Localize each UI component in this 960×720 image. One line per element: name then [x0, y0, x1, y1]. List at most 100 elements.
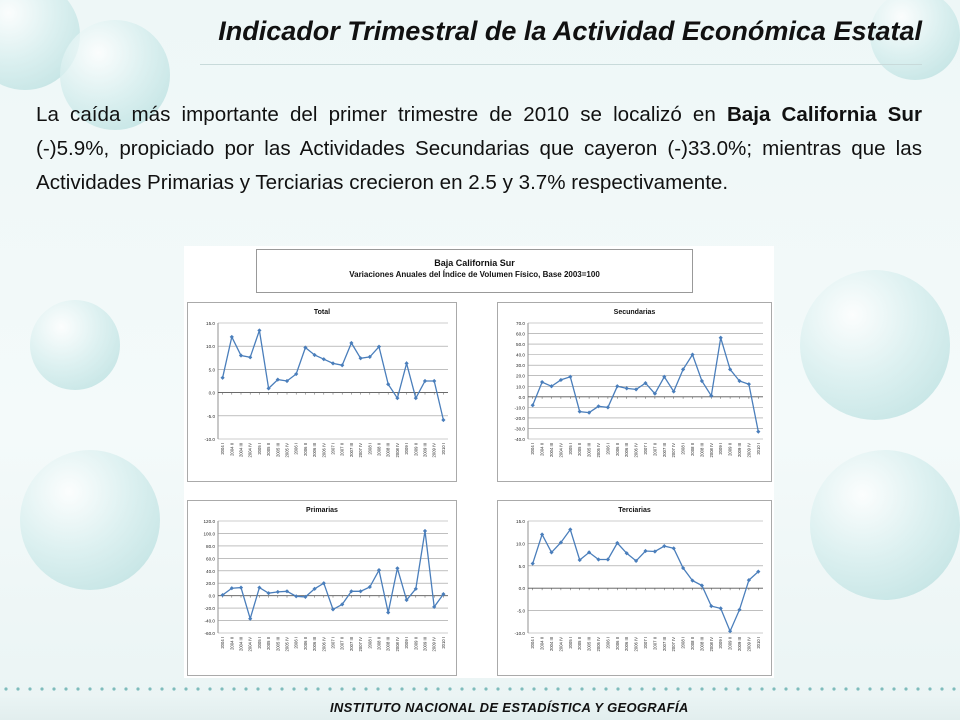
- data-point: [284, 378, 290, 384]
- divider-dot: [904, 687, 908, 691]
- data-point: [699, 378, 704, 384]
- data-point: [238, 585, 244, 590]
- y-tick-label: -40.0: [515, 437, 526, 442]
- divider-dot: [772, 687, 776, 691]
- series-line: [532, 528, 759, 633]
- x-tick-label: 2010 I: [756, 637, 761, 649]
- x-tick-label: 2009 III: [737, 443, 742, 457]
- x-tick-label: 2008 II: [690, 443, 695, 456]
- divider-dot: [700, 687, 704, 691]
- data-point: [540, 379, 545, 385]
- x-tick-label: 2007 IV: [671, 443, 676, 458]
- divider-dot: [652, 687, 656, 691]
- divider-dot: [220, 687, 224, 691]
- divider-dot: [520, 687, 524, 691]
- data-point: [690, 578, 695, 583]
- x-tick-label: 2006 I: [294, 637, 299, 649]
- divider-dot: [580, 687, 584, 691]
- divider-dot: [880, 687, 884, 691]
- divider-dot: [508, 687, 512, 691]
- x-tick-label: 2006 IV: [321, 637, 326, 652]
- divider-dot: [808, 687, 812, 691]
- data-point: [220, 375, 225, 380]
- x-tick-label: 2009 IV: [746, 637, 751, 652]
- y-tick-label: 20.0: [206, 581, 215, 586]
- x-tick-label: 2008 I: [681, 443, 686, 455]
- x-tick-label: 2009 I: [718, 637, 723, 649]
- data-point: [432, 604, 437, 609]
- x-tick-label: 2007 III: [662, 443, 667, 457]
- divider-dot: [748, 687, 752, 691]
- chart-secundarias: Secundarias -40.0 -30.0 -20.0 -10.0 0.0 10.0 20…: [497, 302, 772, 482]
- chart-primarias: Primarias -60.0 -40.0 -20.0 0.0 20.0 40.0 60.0 8…: [187, 500, 457, 676]
- x-tick-label: 2009 II: [413, 443, 418, 456]
- y-tick-label: 100.0: [204, 531, 216, 536]
- bubble-decoration: [800, 270, 950, 420]
- x-tick-label: 2007 I: [331, 637, 336, 649]
- data-point: [624, 386, 629, 391]
- x-tick-label: 2009 II: [728, 443, 733, 456]
- divider-dot: [628, 687, 632, 691]
- data-point: [404, 361, 409, 366]
- data-point: [746, 382, 751, 387]
- summary-text-2: (-)5.9%, propiciado por las Actividades …: [36, 137, 922, 194]
- y-tick-label: 10.0: [206, 344, 215, 349]
- x-tick-label: 2005 III: [275, 443, 280, 457]
- data-point: [737, 378, 742, 384]
- x-tick-label: 2004 III: [239, 443, 244, 457]
- data-point: [330, 361, 336, 366]
- y-tick-label: 15.0: [206, 321, 215, 326]
- panel-title: Baja California Sur: [434, 258, 515, 268]
- x-tick-label: 2010 I: [441, 443, 446, 455]
- x-tick-label: 2008 I: [367, 443, 372, 455]
- divider-dot: [4, 687, 8, 691]
- footer-institution: INSTITUTO NACIONAL DE ESTADÍSTICA Y GEOG…: [330, 700, 689, 715]
- divider-dot: [376, 687, 380, 691]
- divider-dot: [196, 687, 200, 691]
- x-tick-label: 2006 I: [605, 637, 610, 649]
- data-point: [422, 528, 428, 534]
- x-tick-label: 2010 I: [756, 443, 761, 455]
- x-tick-label: 2006 III: [624, 443, 629, 457]
- chart-title: Total: [314, 309, 330, 316]
- bubble-decoration: [30, 300, 120, 390]
- x-tick-label: 2006 III: [624, 637, 629, 651]
- divider-dot: [952, 687, 956, 691]
- data-point: [257, 328, 262, 333]
- x-tick-label: 2006 II: [303, 637, 308, 650]
- summary-text-1: La caída más importante del primer trime…: [36, 103, 727, 126]
- y-tick-label: -20.0: [515, 416, 526, 421]
- chart-total: Total -10.0 -5.0 0.0 5.0 10.0 15.0 2004 I 2004 I…: [187, 302, 457, 482]
- x-tick-label: 2008 II: [377, 443, 382, 456]
- divider-dot: [820, 687, 824, 691]
- divider-dot: [28, 687, 32, 691]
- chart-title: Secundarias: [614, 309, 656, 316]
- divider-dot: [472, 687, 476, 691]
- y-tick-label: -5.0: [517, 609, 525, 614]
- x-tick-label: 2009 III: [423, 637, 428, 651]
- x-tick-label: 2005 IV: [285, 637, 290, 652]
- divider-dot: [496, 687, 500, 691]
- y-tick-label: 40.0: [206, 569, 215, 574]
- data-point: [432, 378, 437, 384]
- divider-dot: [796, 687, 800, 691]
- divider-dot: [88, 687, 92, 691]
- chart-title: Primarias: [306, 507, 338, 514]
- divider-dot: [64, 687, 68, 691]
- divider-dot: [844, 687, 848, 691]
- y-tick-label: 0.0: [209, 594, 216, 599]
- data-point: [321, 357, 326, 362]
- divider-dot: [124, 687, 128, 691]
- x-tick-label: 2004 II: [229, 443, 234, 456]
- data-point: [220, 592, 225, 598]
- data-point: [709, 604, 714, 609]
- divider-dot: [868, 687, 872, 691]
- y-tick-label: 60.0: [516, 332, 525, 337]
- data-point: [728, 629, 733, 634]
- x-tick-label: 2004 II: [540, 443, 545, 456]
- divider-dot: [76, 687, 80, 691]
- x-tick-label: 2004 I: [530, 443, 535, 455]
- divider-dot: [16, 687, 20, 691]
- divider-dot: [172, 687, 176, 691]
- divider-dot: [412, 687, 416, 691]
